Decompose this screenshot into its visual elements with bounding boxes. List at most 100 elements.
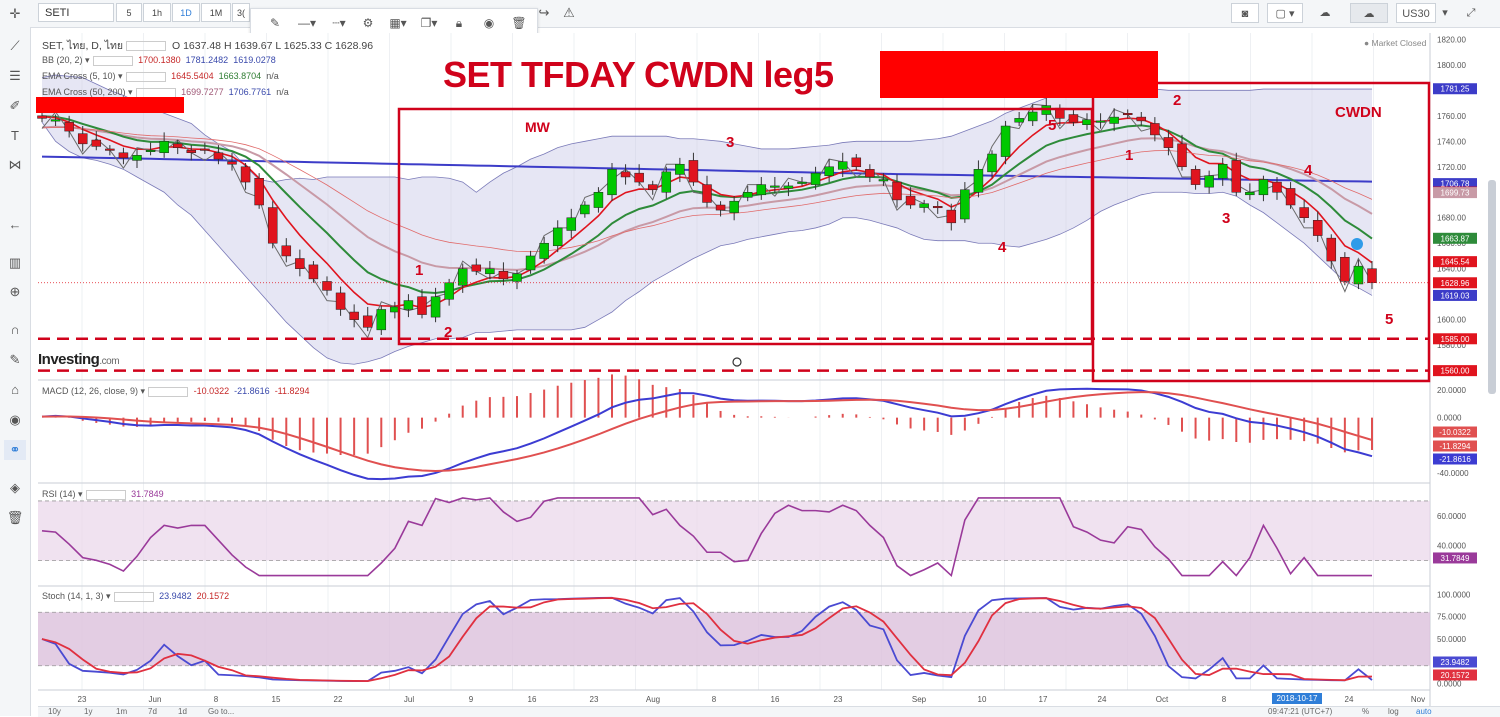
redaction-block-left [36,97,184,113]
cloud-icon[interactable]: ☁ [1319,7,1331,19]
range-7d[interactable]: 7d [148,707,157,716]
ohlc-open: O 1637.48 [171,40,222,52]
cloud-upload-icon[interactable]: ☁ [1350,3,1388,23]
legend-buttons[interactable] [125,71,166,82]
time-axis: 23Jun81522Jul91623Aug81623Sep101724Oct81… [78,693,1425,704]
legend-buttons[interactable] [85,489,126,500]
trash-icon[interactable]: 🗑︎ [511,16,527,30]
candle-body [267,207,278,244]
candle-body [512,273,522,282]
timeframe-1d[interactable]: 1D [172,3,200,22]
candle-body [634,172,644,183]
ema1-value-3: n/a [266,71,279,81]
time-tick-label: 23 [834,695,843,704]
fullscreen-icon[interactable]: ⤢ [1466,7,1476,19]
candle-body [417,296,427,315]
stoch-tag-label: 20.1572 [1441,671,1470,680]
candle-body [105,148,115,151]
legend-buttons[interactable] [126,41,167,52]
lock-drawing-icon[interactable]: ✎ [9,352,21,367]
cursor-date-tag [1272,693,1322,704]
price-tag-label: 1663.87 [1441,234,1470,243]
trendline-icon[interactable]: ⟋ [10,38,20,53]
macd-value-2: -21.8616 [234,386,270,396]
wave-label-cwdn-4: 4 [1304,162,1313,179]
candle-body [1272,181,1282,193]
zoom-icon[interactable]: ⊕ [9,284,21,299]
candle-body [349,311,359,320]
unlock-icon[interactable]: ⌂ [11,382,19,397]
arrow-left-icon[interactable]: ← [8,217,22,232]
stoch-tick-label: 75.0000 [1437,613,1466,622]
price-tag-label: 1645.54 [1441,258,1470,267]
goto-button[interactable]: Go to... [208,707,235,716]
time-tick-label: 16 [528,695,537,704]
redo-icon[interactable]: ↪ [538,5,550,20]
delete-drawings-icon[interactable]: 🗑︎ [6,510,24,525]
wave-label-mw-1: 1 [415,262,424,279]
stoch-k-value: 23.9482 [159,591,192,601]
range-1d[interactable]: 1d [178,707,187,716]
clone-icon[interactable]: ❐▾ [420,16,438,30]
candle-body [973,169,984,193]
rsi-label: RSI (14) [42,489,76,499]
range-1m[interactable]: 1m [116,707,128,716]
chevron-down-icon[interactable]: ▾ [1442,7,1448,19]
time-tick-label: 24 [1098,695,1107,704]
timeframe-5[interactable]: 5 [116,3,142,22]
camera-icon[interactable]: ◙ [1231,3,1259,23]
layers-icon[interactable]: ▦▾ [389,16,407,30]
price-tag [1433,277,1477,289]
timeframe-3[interactable]: 3( [232,3,250,22]
line-style-icon[interactable]: —▾ [297,16,317,30]
candle-body [607,169,617,196]
candle-body [702,184,712,203]
price-tick-label: 1580.00 [1437,341,1466,350]
ema2-value-3: n/a [276,87,289,97]
legend-buttons[interactable] [113,591,154,602]
legend-buttons[interactable] [92,55,133,66]
timeframe-1m[interactable]: 1M [201,3,231,22]
range-1y[interactable]: 1y [84,707,93,716]
text-icon[interactable]: T [11,128,19,143]
percent-toggle[interactable]: % [1362,707,1370,716]
lock-icon[interactable]: 🔒︎ [455,16,463,30]
settings-icon[interactable]: ⚙ [362,16,374,30]
legend-buttons[interactable] [148,386,189,397]
stoch-tag [1433,669,1477,681]
log-toggle[interactable]: log [1388,707,1399,716]
candle-body [37,115,47,119]
stoch-pane [38,596,1430,683]
candle-body [1204,175,1214,188]
ruler-icon[interactable]: ▥ [8,255,22,270]
ohlc-high: H 1639.67 [223,40,273,52]
symbol-compare-select[interactable]: US30 [1396,3,1436,23]
candle-body [159,141,169,154]
candle-body [946,209,957,224]
symbol-search-input[interactable]: SETI [38,3,114,22]
candle-body [1150,123,1160,136]
dash-style-icon[interactable]: ┈▾ [332,16,346,30]
candle-body [1353,265,1364,285]
fib-icon[interactable]: ☰ [9,68,21,83]
ema-mid-line [41,126,1373,253]
color-square-icon[interactable]: ▢ ▾ [1267,3,1303,23]
time-tick-label: 9 [469,695,474,704]
pattern-icon[interactable]: ⋈ [8,157,22,172]
eye-icon[interactable]: ◉ [483,16,495,30]
auto-toggle[interactable]: auto [1416,707,1432,716]
brush-icon[interactable]: ✐ [9,98,21,113]
crosshair-icon[interactable]: ✛ [9,6,21,21]
magnet-icon[interactable]: ∩ [10,322,20,337]
stoch-tick-label: 0.0000 [1437,680,1462,689]
link-icon[interactable]: ⚭ [4,440,26,460]
range-10y[interactable]: 10y [48,707,61,716]
candle-body [1326,237,1337,262]
timeframe-1h[interactable]: 1h [143,3,171,22]
stack-icon[interactable]: ◈ [10,480,20,495]
candle-body [1068,114,1079,123]
alert-icon[interactable]: ⚠ [563,5,575,20]
visibility-icon[interactable]: ◉ [9,412,21,427]
price-tag-label: 1706.78 [1441,180,1470,189]
